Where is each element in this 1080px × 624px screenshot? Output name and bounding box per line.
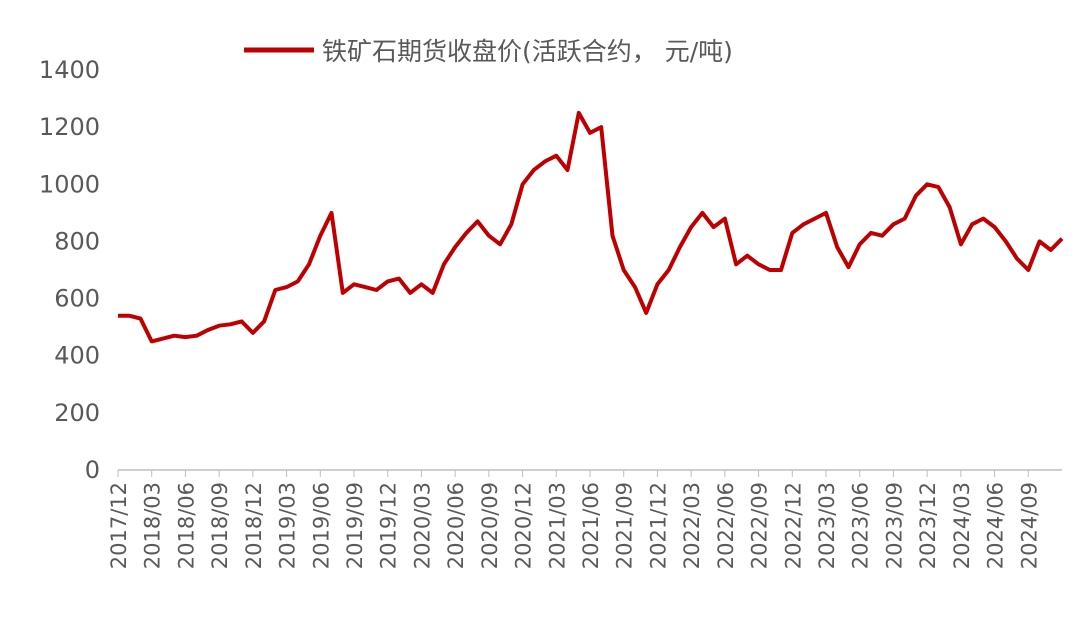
y-tick-label: 600 <box>54 285 100 313</box>
x-tick-label: 2022/06 <box>714 482 738 569</box>
x-tick-label: 2023/06 <box>849 482 873 569</box>
y-tick-label: 200 <box>54 399 100 427</box>
x-tick-label: 2022/09 <box>748 482 772 569</box>
x-tick-label: 2023/09 <box>882 482 906 569</box>
y-tick-label: 400 <box>54 342 100 370</box>
x-tick-label: 2023/03 <box>815 482 839 569</box>
y-tick-label: 800 <box>54 227 100 255</box>
x-tick-label: 2023/12 <box>916 482 940 569</box>
x-tick-label: 2018/12 <box>242 482 266 569</box>
y-tick-label: 1000 <box>39 170 100 198</box>
x-tick-label: 2018/09 <box>208 482 232 569</box>
x-tick-label: 2022/03 <box>680 482 704 569</box>
x-tick-label: 2024/06 <box>984 482 1008 569</box>
y-tick-label: 1400 <box>39 56 100 84</box>
y-tick-label: 0 <box>85 456 100 484</box>
x-tick-label: 2018/06 <box>174 482 198 569</box>
x-tick-label: 2021/06 <box>579 482 603 569</box>
x-tick-label: 2020/09 <box>478 482 502 569</box>
x-tick-label: 2024/09 <box>1017 482 1041 569</box>
x-tick-label: 2021/03 <box>545 482 569 569</box>
x-tick-label: 2022/12 <box>781 482 805 569</box>
x-tick-label: 2020/03 <box>410 482 434 569</box>
x-tick-label: 2019/09 <box>343 482 367 569</box>
x-tick-label: 2020/06 <box>444 482 468 569</box>
x-tick-label: 2019/12 <box>377 482 401 569</box>
x-tick-label: 2024/03 <box>950 482 974 569</box>
x-tick-label: 2021/09 <box>613 482 637 569</box>
legend-label: 铁矿石期货收盘价(活跃合约， 元/吨) <box>322 37 733 66</box>
data-line <box>118 110 1064 344</box>
x-tick-label: 2021/12 <box>646 482 670 569</box>
x-tick-label: 2019/03 <box>276 482 300 569</box>
y-tick-label: 1200 <box>39 113 100 141</box>
x-tick-label: 2017/12 <box>107 482 131 569</box>
x-tick-label: 2018/03 <box>141 482 165 569</box>
x-tick-label: 2019/06 <box>309 482 333 569</box>
x-tick-label: 2020/12 <box>512 482 536 569</box>
